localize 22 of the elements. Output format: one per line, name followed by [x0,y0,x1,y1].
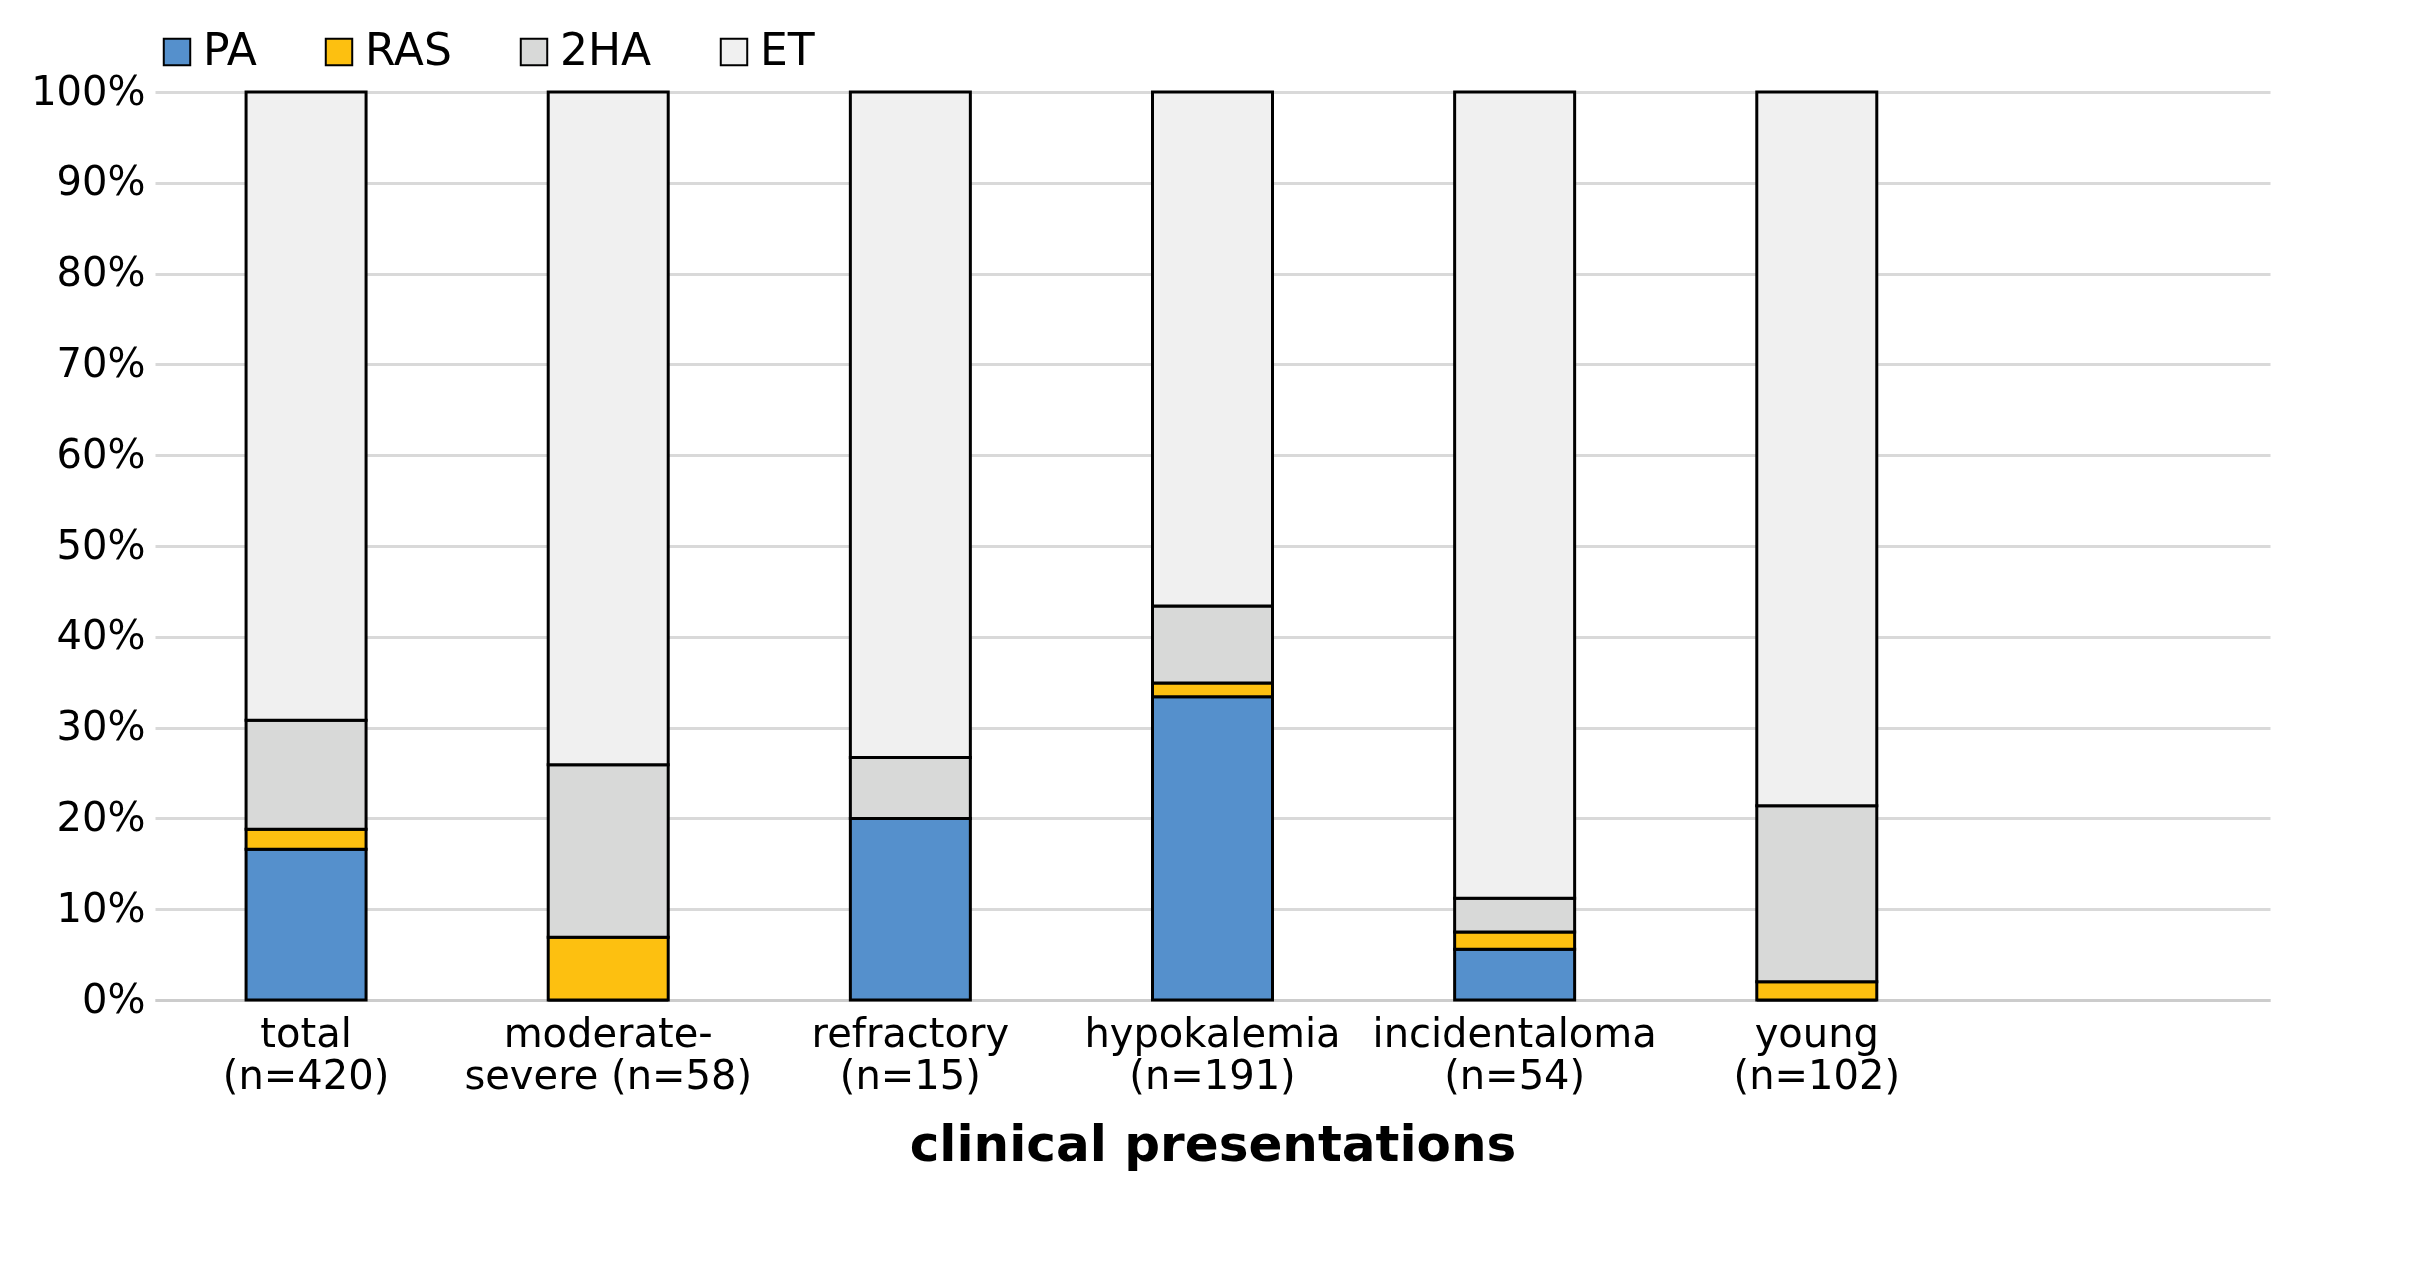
y-tick-label: 20% [56,793,146,840]
y-tick-label: 100% [31,67,146,114]
y-tick-label: 90% [56,158,146,205]
y-tick-label: 70% [56,339,146,386]
x-tick-label: hypokalemia (n=191) [1084,1009,1341,1098]
x-axis-title: clinical presentations [909,1114,1517,1173]
x-tick-label: incidentaloma (n=54) [1372,1009,1657,1098]
legend-label: RAS [365,24,452,75]
x-tick-label: young (n=102) [1733,1009,1900,1098]
x-tick-label: refractory (n=15) [811,1009,1010,1098]
y-tick-label: 60% [56,430,146,477]
legend-label: 2HA [560,24,652,75]
legend-label: ET [760,24,815,75]
y-tick-label: 10% [56,884,146,931]
legend-label: PA [203,24,257,75]
y-tick-label: 0% [82,975,146,1022]
y-tick-label: 50% [56,521,146,568]
y-tick-label: 30% [56,703,146,750]
x-tick-label: total (n=420) [222,1009,390,1098]
y-tick-label: 40% [56,612,146,659]
x-tick-label: moderate-severe (n=58) [464,1009,753,1098]
y-tick-label: 80% [56,249,146,296]
